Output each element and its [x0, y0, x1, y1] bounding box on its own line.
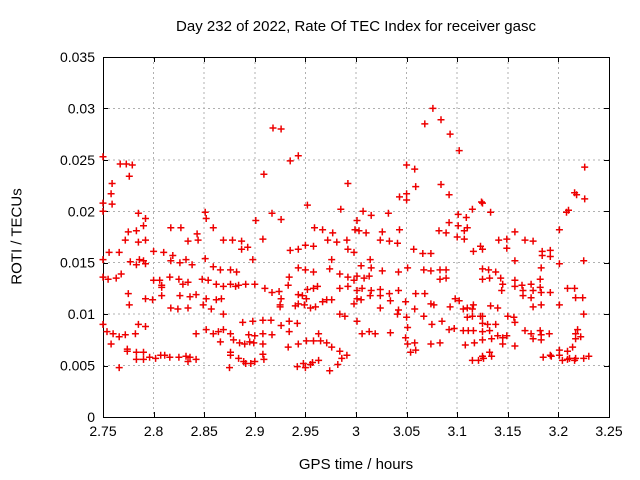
x-tick-label: 2.85: [191, 423, 218, 439]
x-tick-label: 2.8: [144, 423, 164, 439]
y-tick-label: 0.015: [60, 255, 95, 271]
x-axis-label: GPS time / hours: [298, 456, 414, 473]
y-tick-label: 0: [87, 409, 95, 425]
x-tick-label: 3: [352, 423, 360, 439]
x-tick-label: 2.75: [89, 423, 116, 439]
y-tick-label: 0.005: [60, 358, 95, 374]
y-tick-label: 0.035: [60, 49, 95, 65]
y-tick-label: 0.01: [68, 306, 95, 322]
x-tick-label: 3.2: [549, 423, 569, 439]
y-tick-label: 0.03: [68, 100, 95, 116]
y-tick-label: 0.025: [60, 152, 95, 168]
x-tick-label: 3.25: [595, 423, 622, 439]
x-tick-label: 2.9: [245, 423, 265, 439]
y-tick-label: 0.02: [68, 203, 95, 219]
x-tick-label: 3.05: [393, 423, 420, 439]
x-tick-label: 3.15: [494, 423, 521, 439]
chart-title: Day 232 of 2022, Rate Of TEC Index for r…: [176, 18, 536, 35]
x-tick-label: 2.95: [292, 423, 319, 439]
data-points: [99, 104, 593, 375]
x-tick-label: 3.1: [447, 423, 467, 439]
